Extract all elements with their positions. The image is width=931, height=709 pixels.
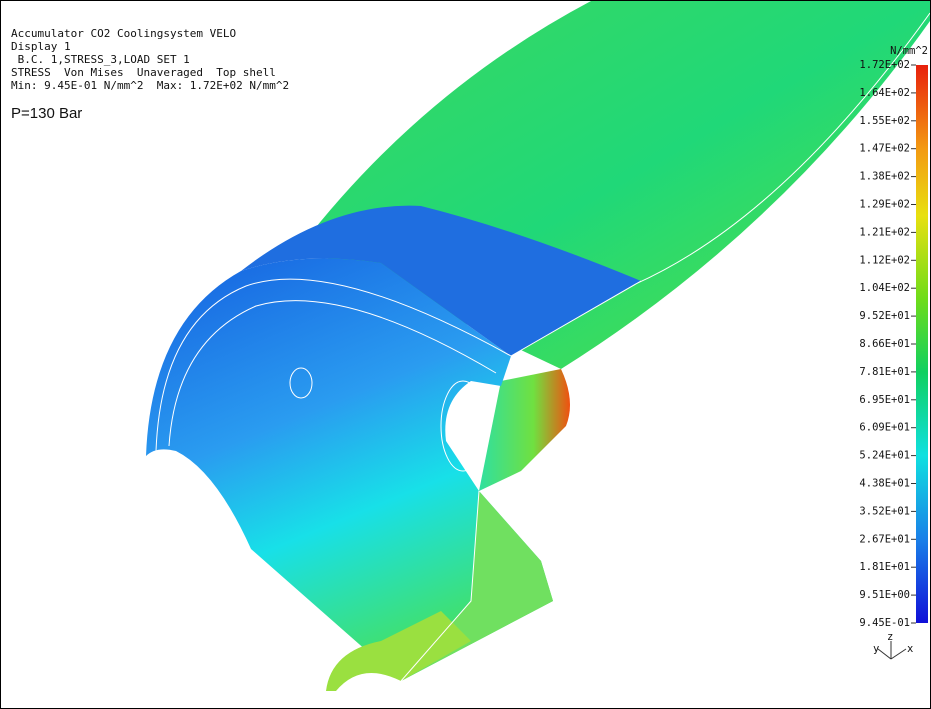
legend-label: 1.38E+02 (859, 171, 910, 183)
legend-label: 1.64E+02 (859, 87, 910, 99)
edges (155, 278, 642, 682)
housing-top (241, 205, 641, 356)
legend-label: 6.95E+01 (859, 394, 910, 406)
legend-label: 1.81E+01 (859, 561, 910, 573)
legend-label: 8.66E+01 (859, 338, 910, 350)
legend-label: 1.29E+02 (859, 199, 910, 211)
color-bar (916, 65, 928, 623)
header-line: B.C. 1,STRESS_3,LOAD SET 1 (11, 53, 190, 66)
legend-label: 1.04E+02 (859, 282, 910, 294)
triad-label: z (887, 631, 893, 643)
bottom-tab (326, 611, 471, 691)
legend-label: 9.45E-01 (859, 617, 910, 629)
header-line: Accumulator CO2 Coolingsystem VELO (11, 27, 236, 40)
legend-label: 1.12E+02 (859, 254, 910, 266)
legend-label: 7.81E+01 (859, 366, 910, 378)
triad-label: x (907, 643, 913, 655)
triad (877, 641, 907, 660)
header-line: Min: 9.45E-01 N/mm^2 Max: 1.72E+02 N/mm^… (11, 79, 289, 92)
triad-label: y (873, 643, 879, 655)
flange-side (479, 369, 570, 491)
legend-label: 2.67E+01 (859, 533, 910, 545)
housing (146, 258, 553, 681)
legend-label: 4.38E+01 (859, 478, 910, 490)
legend-unit: N/mm^2 (890, 45, 928, 57)
legend-label: 6.09E+01 (859, 422, 910, 434)
legend-label: 5.24E+01 (859, 450, 910, 462)
legend-label: 1.21E+02 (859, 226, 910, 238)
legend-label: 1.47E+02 (859, 143, 910, 155)
header-line: STRESS Von Mises Unaveraged Top shell (11, 66, 276, 79)
legend-label: 9.51E+00 (859, 589, 910, 601)
legend-label: 1.55E+02 (859, 115, 910, 127)
legend-label: 3.52E+01 (859, 505, 910, 517)
lower-face (401, 491, 553, 681)
shell-edge (630, 12, 930, 287)
header-line: Display 1 (11, 40, 71, 53)
legend-label: 9.52E+01 (859, 310, 910, 322)
legend-label: 1.72E+02 (859, 59, 910, 71)
pressure-label: P=130 Bar (11, 105, 82, 122)
